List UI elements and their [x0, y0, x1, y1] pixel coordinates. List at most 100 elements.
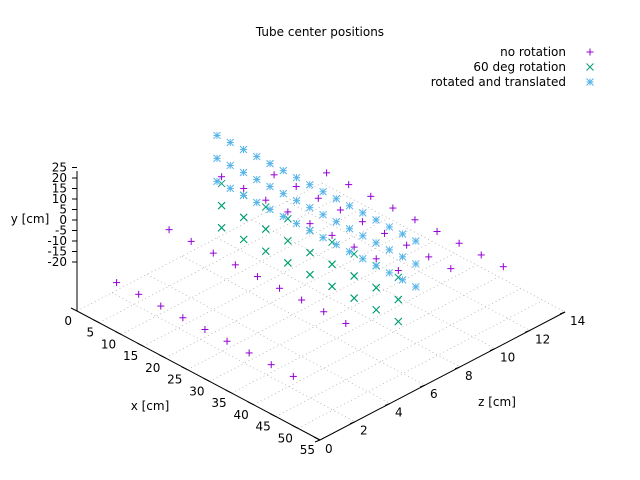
x-axis-label: x [cm] [131, 399, 170, 413]
data-point-0-37 [345, 181, 353, 189]
x-tick-label-1: 5 [86, 326, 94, 340]
data-point-0-17 [342, 319, 350, 327]
z-tick-0 [314, 439, 321, 443]
z-tick-1 [349, 421, 356, 425]
z-tick-2 [384, 402, 391, 406]
y-tick-label-9: -20 [47, 255, 67, 269]
z-tick-4 [454, 366, 461, 370]
z-tick-7 [559, 311, 566, 315]
data-point-2-20 [266, 182, 274, 191]
data-point-2-45 [385, 223, 394, 231]
data-point-2-13 [385, 268, 394, 277]
data-point-2-35 [252, 152, 261, 161]
data-point-1-35 [394, 295, 403, 304]
y-tick-label-6: -5 [55, 224, 67, 238]
data-point-1-32 [328, 260, 336, 269]
data-point-0-35 [447, 265, 455, 273]
data-point-2-33 [226, 138, 235, 147]
data-point-0-9 [165, 226, 173, 234]
data-point-1-41 [328, 282, 336, 291]
data-point-0-23 [328, 231, 336, 239]
data-point-2-37 [279, 166, 288, 175]
data-point-2-31 [411, 260, 420, 268]
grid-line-x-5 [187, 241, 433, 370]
data-point-0-36 [323, 169, 331, 177]
data-point-2-38 [292, 173, 301, 182]
x-tick-8 [247, 401, 254, 406]
y-tick-label-5: 0 [59, 213, 67, 227]
data-point-1-38 [261, 247, 270, 256]
data-point-1-28 [239, 213, 248, 222]
legend-marker-2 [586, 78, 594, 86]
data-point-2-46 [398, 230, 407, 238]
data-point-1-29 [261, 225, 270, 233]
grid-line-x-2 [120, 206, 367, 335]
grid-line-z-2 [146, 274, 391, 404]
grid-line-x-0 [76, 182, 323, 312]
x-tick-label-9: 45 [256, 420, 271, 434]
data-point-0-34 [425, 253, 433, 261]
x-tick-4 [159, 354, 166, 359]
data-point-0-18 [218, 173, 226, 181]
data-point-0-16 [320, 308, 328, 316]
data-point-0-38 [367, 192, 375, 200]
x-tick-7 [225, 389, 232, 394]
data-point-2-25 [332, 217, 341, 226]
y-tick-label-4: 5 [59, 203, 67, 217]
data-point-2-39 [305, 180, 314, 189]
data-point-0-2 [157, 302, 165, 310]
data-point-0-28 [292, 183, 300, 191]
data-point-0-29 [314, 194, 322, 202]
point-layer [113, 131, 507, 380]
x-tick-label-3: 15 [123, 349, 138, 363]
y-tick-label-7: -10 [47, 234, 67, 248]
data-point-2-5 [279, 212, 288, 221]
data-point-2-43 [358, 209, 367, 217]
x-tick-1 [92, 319, 100, 324]
legend-marker-1 [586, 63, 594, 71]
data-point-2-28 [372, 238, 380, 247]
x-tick-label-10: 50 [278, 431, 293, 445]
data-point-2-15 [411, 283, 420, 291]
x-tick-2 [114, 331, 122, 335]
data-point-0-5 [223, 337, 231, 345]
data-point-2-27 [358, 231, 367, 240]
data-point-2-30 [398, 253, 407, 261]
data-point-0-7 [267, 361, 275, 369]
data-point-0-3 [179, 314, 187, 322]
y-tick-label-0: 25 [52, 161, 67, 175]
x-tick-label-8: 40 [233, 408, 248, 422]
data-point-0-12 [231, 261, 239, 269]
data-point-2-34 [239, 145, 248, 154]
z-axis-label: z [cm] [478, 395, 516, 409]
grid-line-x-3 [143, 217, 389, 347]
z-tick-label-4: 8 [465, 369, 473, 383]
z-tick-5 [489, 348, 496, 352]
data-point-0-33 [403, 241, 411, 249]
y-tick-label-1: 20 [52, 171, 67, 185]
data-point-2-18 [239, 168, 248, 177]
z-tick-6 [524, 329, 531, 333]
y-axis-label: y [cm] [11, 212, 50, 226]
legend-label-1: 60 deg rotation [473, 60, 566, 74]
data-point-2-21 [279, 189, 288, 198]
data-point-2-3 [252, 198, 261, 207]
x-tick-label-4: 20 [145, 361, 160, 375]
data-point-0-26 [394, 267, 402, 275]
data-point-1-40 [306, 270, 314, 279]
x-tick-label-6: 30 [189, 384, 204, 398]
grid-line-x-1 [98, 194, 345, 324]
data-point-0-1 [135, 290, 143, 298]
y-tick-label-3: 10 [52, 192, 67, 206]
data-point-2-11 [358, 254, 367, 263]
data-point-1-37 [239, 235, 248, 244]
data-point-1-42 [350, 294, 358, 302]
chart-title: Tube center positions [255, 25, 384, 39]
x-tick-label-5: 25 [167, 373, 182, 387]
data-point-2-19 [252, 175, 261, 184]
data-point-2-1 [226, 184, 235, 193]
data-point-0-31 [358, 218, 366, 226]
legend-label-2: rotated and translated [431, 75, 566, 89]
